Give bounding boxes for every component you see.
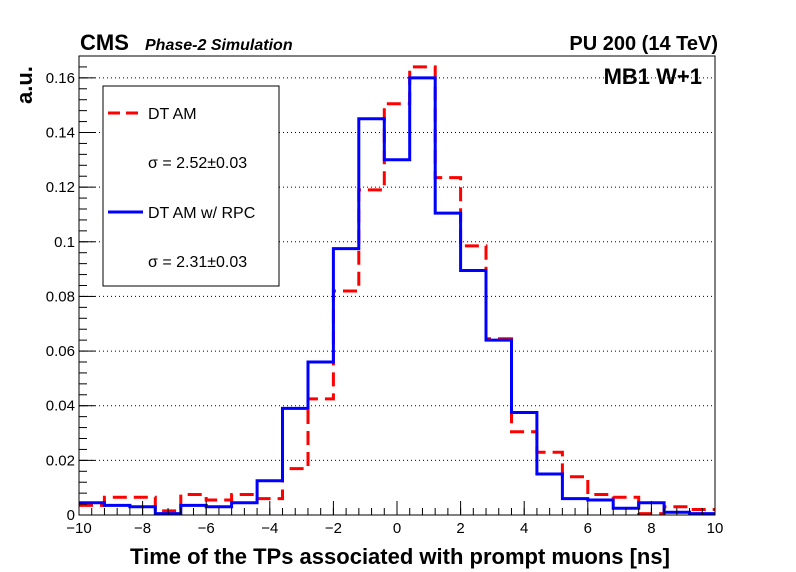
conditions-label: PU 200 (14 TeV)	[569, 33, 718, 55]
y-tick-label: 0.12	[46, 179, 75, 196]
x-tick-label: 4	[520, 520, 528, 537]
legend-label-dt-am-rpc: DT AM w/ RPC	[148, 205, 255, 222]
legend-sigma-dt-am-rpc: σ = 2.31±0.03	[148, 254, 247, 271]
legend-label-dt-am: DT AM	[148, 106, 197, 123]
x-tick-label: −6	[198, 520, 215, 537]
legend: DT AM σ = 2.52±0.03 DT AM w/ RPC σ = 2.3…	[102, 85, 280, 287]
y-tick-label: 0.08	[46, 288, 75, 305]
y-tick-label: 0	[67, 507, 75, 524]
y-tick-label: 0.14	[46, 125, 75, 142]
y-tick-label: 0.1	[54, 234, 75, 251]
axis-ticks: 0 0.02 0.04 0.06 0.08 0.1 0.12 0.14 0.16 −10 −8 −6 −…	[46, 55, 724, 537]
x-tick-label: 10	[707, 520, 724, 537]
x-tick-label: 6	[584, 520, 592, 537]
x-axis-title: Time of the TPs associated with prompt m…	[130, 544, 670, 569]
y-tick-label: 0.06	[46, 343, 75, 360]
x-tick-label: 0	[393, 520, 401, 537]
x-tick-label: −4	[261, 520, 278, 537]
y-tick-label: 0.16	[46, 70, 75, 87]
x-tick-label: 8	[647, 520, 655, 537]
legend-sigma-dt-am: σ = 2.52±0.03	[148, 155, 247, 172]
legend-box	[102, 85, 280, 287]
x-tick-label: −8	[134, 520, 151, 537]
x-tick-label: 2	[456, 520, 464, 537]
x-tick-label: −2	[325, 520, 342, 537]
y-axis-title: a.u.	[12, 66, 37, 104]
x-tick-label: −10	[66, 520, 91, 537]
y-tick-label: 0.04	[46, 398, 75, 415]
region-label: MB1 W+1	[604, 64, 702, 89]
histogram-series	[79, 65, 715, 516]
y-tick-label: 0.02	[46, 452, 75, 469]
series-step-line-dt-am-rpc	[79, 76, 715, 516]
simulation-label: Phase-2 Simulation	[145, 37, 293, 54]
experiment-label: CMS	[80, 30, 129, 55]
